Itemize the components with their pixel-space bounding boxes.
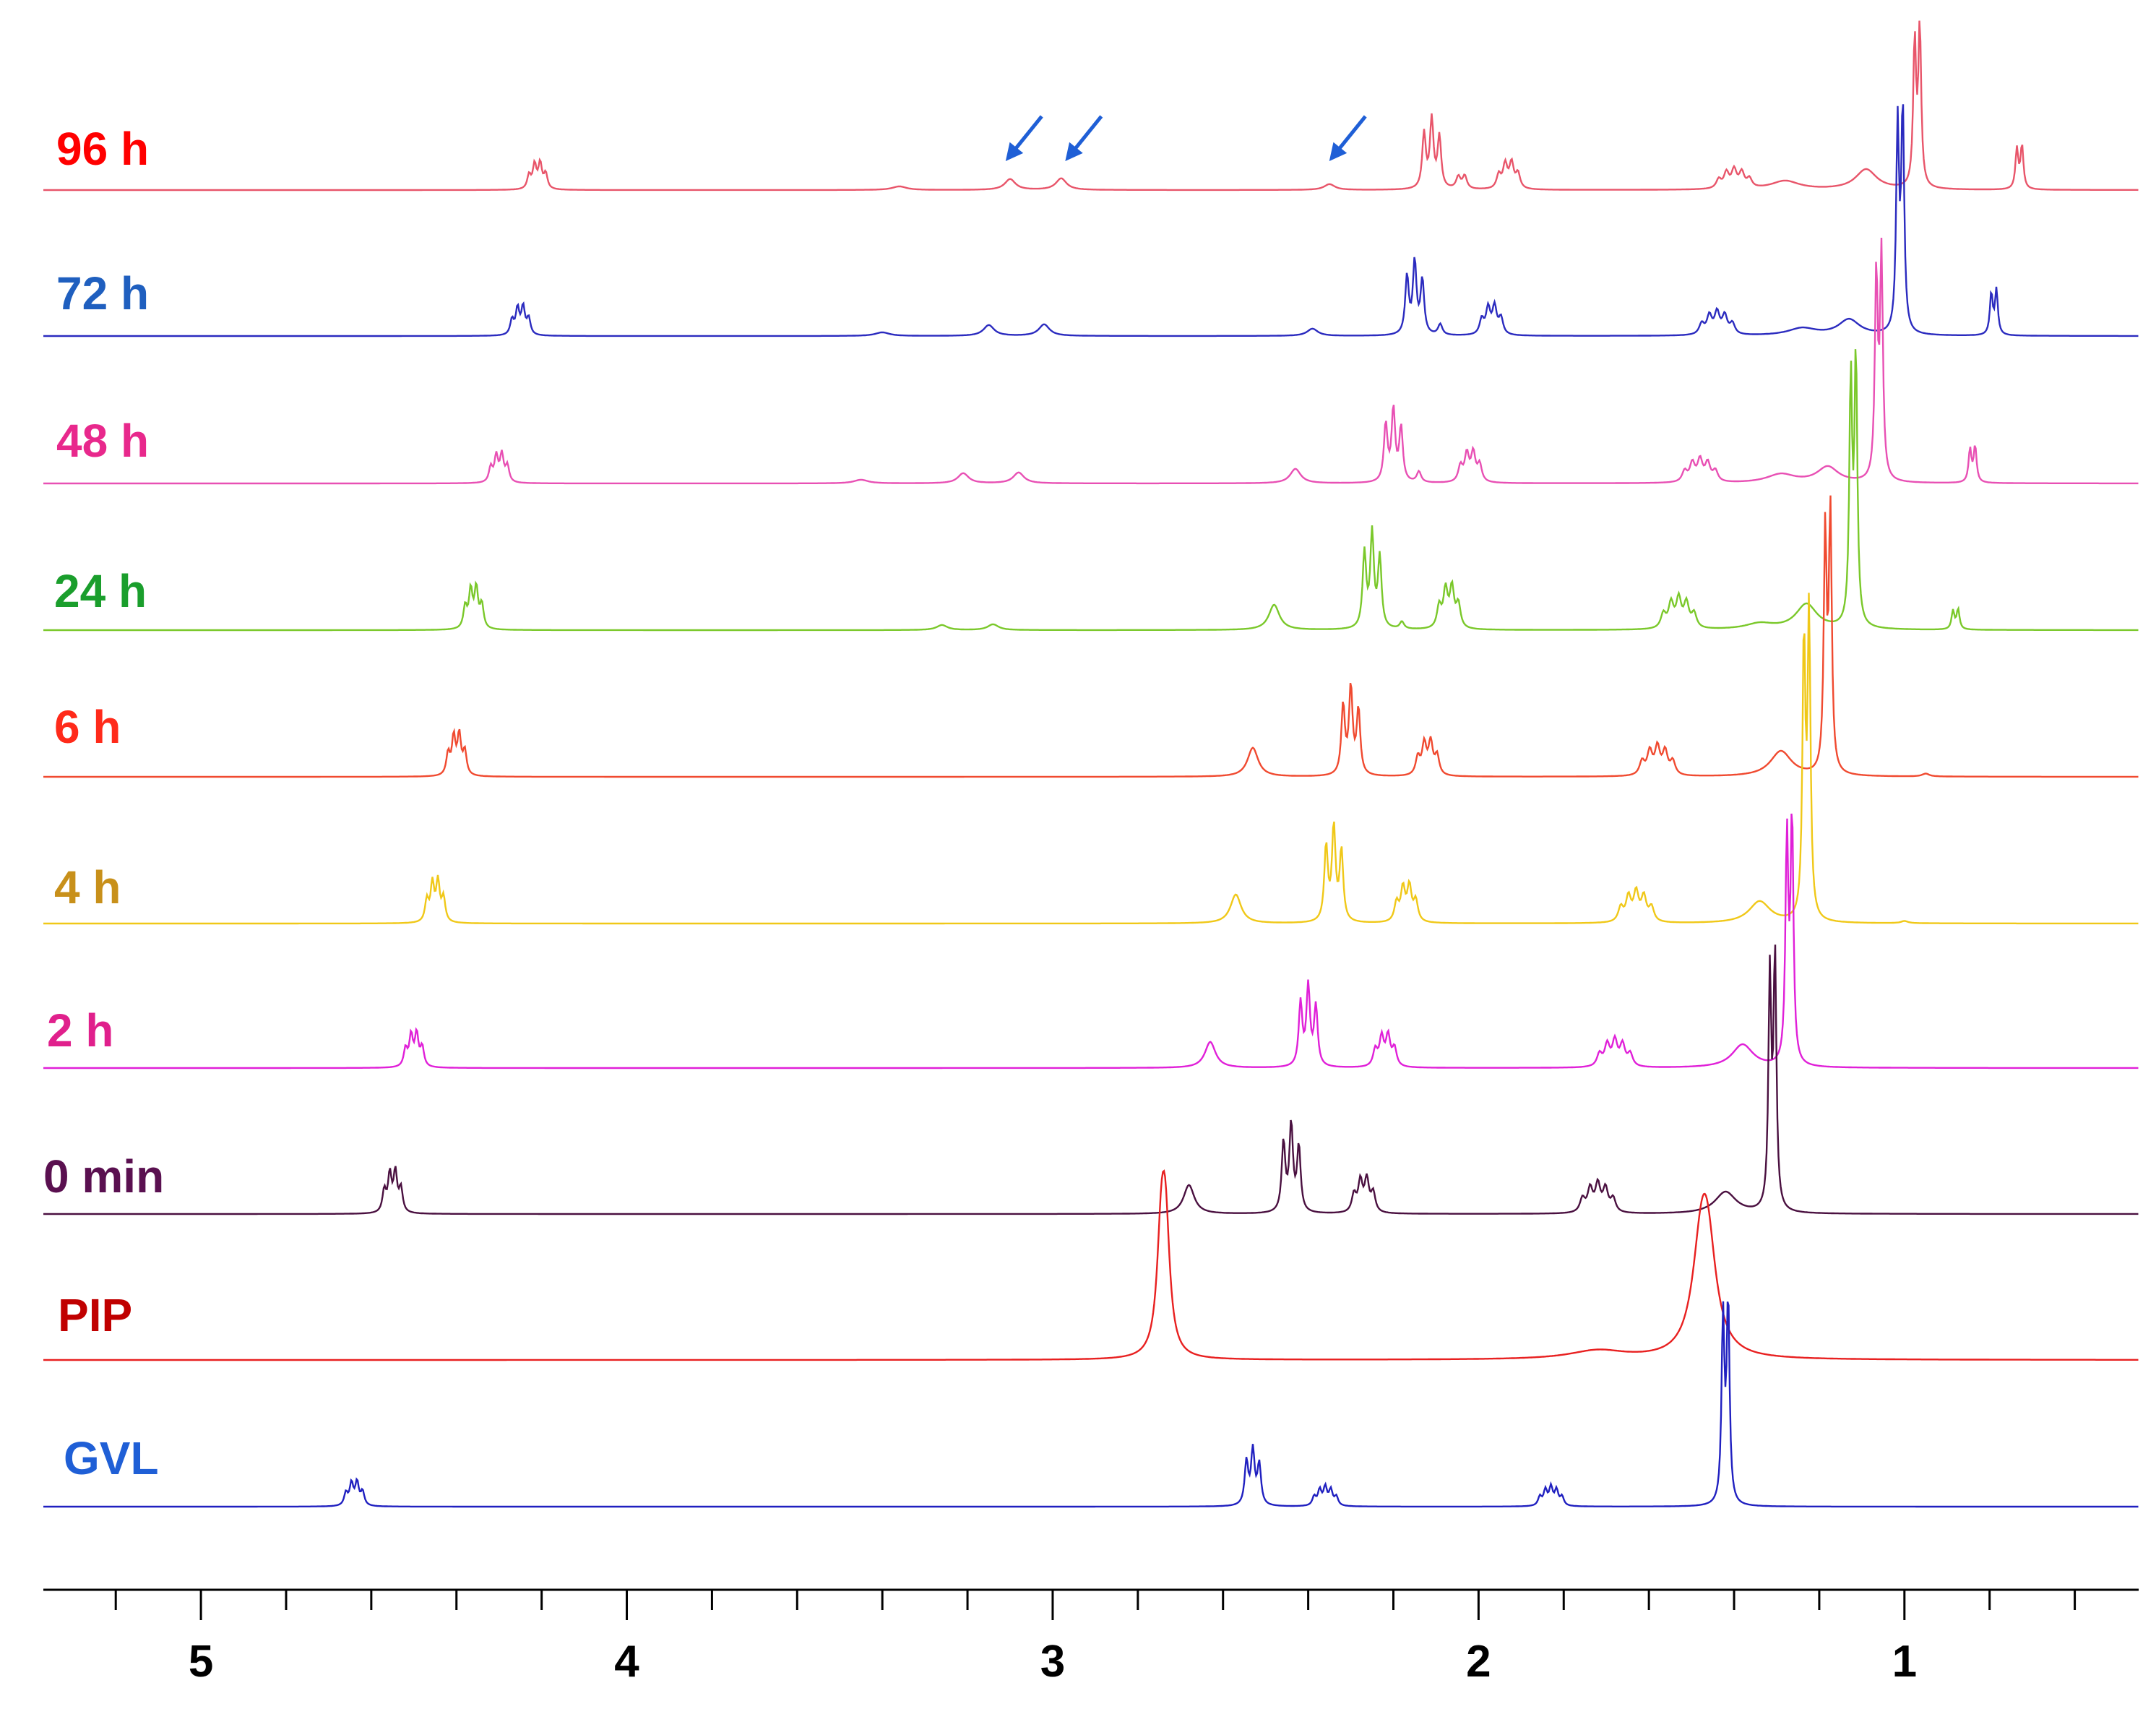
trace-label-PIP: PIP — [58, 1289, 132, 1341]
annotation-arrows — [1005, 115, 1367, 161]
spectrum-trace-48-h — [43, 237, 2139, 485]
trace-label-GVL: GVL — [64, 1432, 159, 1484]
trace-label-0-min: 0 min — [43, 1150, 164, 1202]
trace-label-96-h: 96 h — [56, 123, 149, 175]
trace-label-48-h: 48 h — [56, 415, 149, 467]
spectrum-trace-24-h — [43, 349, 2139, 632]
spectrum-trace-0-min — [43, 944, 2139, 1215]
spectra-traces — [43, 20, 2139, 1508]
spectrum-trace-96-h — [43, 20, 2139, 191]
spectrum-trace-2-h — [43, 813, 2139, 1069]
trace-label-4-h: 4 h — [54, 861, 121, 913]
spectrum-trace-6-h — [43, 495, 2139, 778]
trace-label-72-h: 72 h — [56, 267, 149, 319]
spectrum-trace-72-h — [43, 104, 2139, 337]
annotation-arrow — [1329, 115, 1367, 161]
x-tick-label: 4 — [614, 1637, 639, 1687]
spectrum-trace-GVL — [43, 1301, 2139, 1508]
x-axis: 5 4 3 2 1 — [43, 1588, 2139, 1687]
annotation-arrow — [1065, 115, 1103, 161]
trace-labels: 96 h 72 h 48 h 24 h 6 h 4 h 2 h 0 min PIP GVL — [43, 123, 164, 1484]
trace-label-2-h: 2 h — [47, 1004, 113, 1056]
trace-label-6-h: 6 h — [54, 701, 121, 753]
trace-label-24-h: 24 h — [54, 565, 147, 617]
x-tick-label: 2 — [1466, 1637, 1491, 1687]
spectrum-trace-PIP — [43, 1169, 2139, 1361]
x-tick-label: 3 — [1040, 1637, 1065, 1687]
annotation-arrow — [1005, 115, 1043, 161]
x-tick-label: 5 — [189, 1637, 213, 1687]
x-tick-label: 1 — [1892, 1637, 1917, 1687]
